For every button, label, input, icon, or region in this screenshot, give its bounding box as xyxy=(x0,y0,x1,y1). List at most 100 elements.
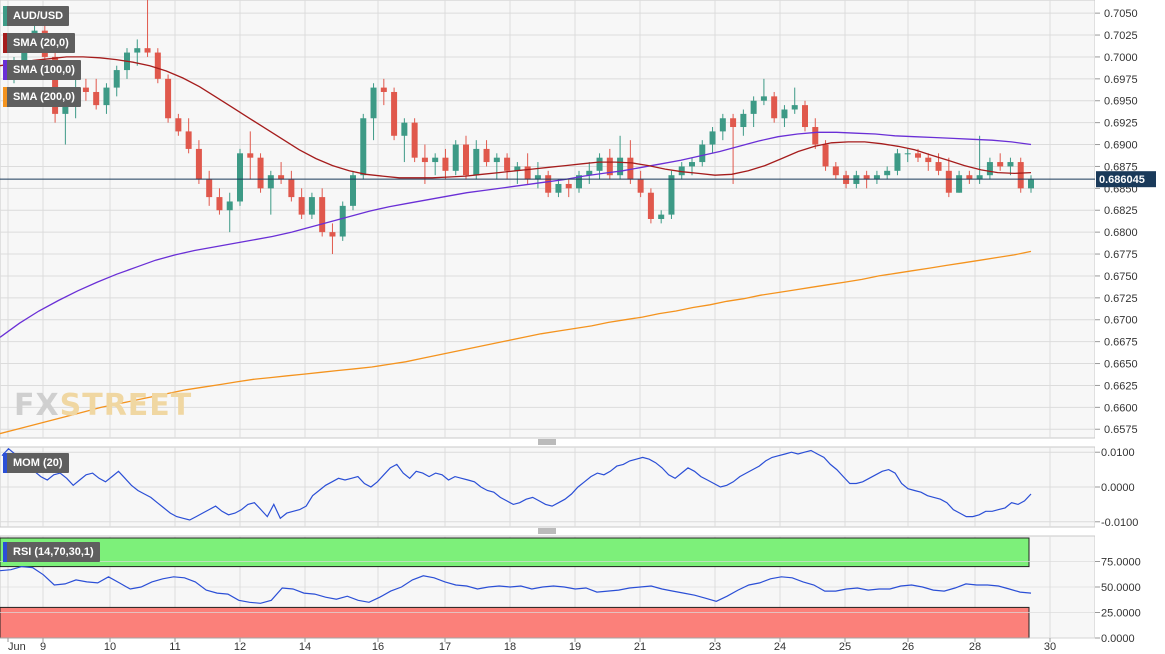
x-axis-label: 24 xyxy=(774,641,786,653)
candle-body xyxy=(576,175,582,189)
candle-body xyxy=(904,153,911,155)
candle-body xyxy=(319,197,326,233)
candle xyxy=(360,113,367,180)
x-axis-label: 21 xyxy=(634,641,646,653)
candle xyxy=(411,118,418,163)
candle xyxy=(565,179,572,198)
candle-body xyxy=(1007,162,1014,167)
candle-body xyxy=(647,192,654,219)
candle xyxy=(298,188,305,219)
sma200-line xyxy=(0,250,1032,435)
current-price-tag xyxy=(1096,171,1156,188)
rsi-axis-label: 0.0000 xyxy=(1101,633,1135,645)
candle xyxy=(216,188,223,215)
price-axis-label: 0.6900 xyxy=(1104,140,1138,152)
price-axis-label: 0.6800 xyxy=(1104,227,1138,239)
rsi-axis-label: 75.0000 xyxy=(1101,557,1141,569)
candle-body xyxy=(144,48,151,53)
price-axis-label: 0.7050 xyxy=(1104,8,1138,20)
candle-body xyxy=(740,113,747,128)
candle xyxy=(493,153,500,180)
candle-body xyxy=(781,109,788,119)
candle xyxy=(165,74,172,123)
price-axis-label: 0.6775 xyxy=(1104,249,1138,261)
x-axis-label: 19 xyxy=(569,641,581,653)
price-axis-label: 0.6875 xyxy=(1104,161,1138,173)
x-axis-label: 28 xyxy=(969,641,981,653)
candle xyxy=(668,170,675,219)
candle-body xyxy=(750,100,757,114)
candle xyxy=(586,162,593,184)
candle-body xyxy=(493,157,500,163)
candle xyxy=(237,148,243,206)
candle xyxy=(278,162,285,184)
sma100-line xyxy=(0,131,1032,338)
price-axis-label: 0.6700 xyxy=(1104,315,1138,327)
candle xyxy=(740,109,747,136)
candle xyxy=(473,140,480,180)
candle xyxy=(288,170,295,202)
candle xyxy=(966,170,973,184)
candle xyxy=(986,157,993,180)
candle xyxy=(1017,157,1024,193)
price-axis-label: 0.7000 xyxy=(1104,52,1138,64)
x-axis-label: 30 xyxy=(1044,641,1056,653)
candle xyxy=(463,135,469,180)
candle-body xyxy=(339,205,346,237)
candle xyxy=(134,39,141,66)
candle-body xyxy=(617,157,624,176)
price-axis-bg xyxy=(1095,0,1165,640)
candle xyxy=(1028,175,1034,193)
pane-separator xyxy=(0,528,1165,534)
candle xyxy=(442,148,449,180)
candle-body xyxy=(935,162,942,171)
candle-body xyxy=(760,96,767,101)
candle-body xyxy=(915,153,921,158)
candle xyxy=(997,153,1004,171)
candle xyxy=(308,192,315,219)
candle-body xyxy=(719,118,726,132)
candle-body xyxy=(442,157,449,171)
x-axis-label: 18 xyxy=(504,641,516,653)
candle-body xyxy=(288,179,295,198)
candle-body xyxy=(360,118,367,176)
candle-body xyxy=(863,175,870,180)
candle-body xyxy=(247,153,254,158)
candle-body xyxy=(267,175,274,189)
candle-body xyxy=(689,162,695,167)
candle xyxy=(185,118,192,154)
candle-body xyxy=(1017,162,1024,189)
candle-body xyxy=(678,166,685,176)
price-axis-label: 0.6925 xyxy=(1104,118,1138,130)
price-axis-label: 0.6750 xyxy=(1104,271,1138,283)
candle xyxy=(257,153,264,193)
candle-body xyxy=(534,175,541,180)
x-axis-label: 9 xyxy=(40,641,46,653)
price-axis-label: 0.6625 xyxy=(1104,380,1138,392)
candle xyxy=(760,78,767,106)
candle xyxy=(791,87,798,114)
candle xyxy=(945,157,952,198)
candle-body xyxy=(545,175,552,193)
candle xyxy=(832,162,839,180)
candle xyxy=(514,162,521,184)
candle-body xyxy=(586,170,593,176)
candle-body xyxy=(730,118,737,128)
candle-body xyxy=(370,87,377,119)
candle xyxy=(370,83,377,141)
candle-body xyxy=(627,157,634,180)
x-axis-label: 12 xyxy=(234,641,246,653)
candle xyxy=(606,148,613,180)
candle xyxy=(113,65,120,97)
candle xyxy=(555,179,562,198)
x-axis-label: 23 xyxy=(709,641,721,653)
candle-body xyxy=(504,157,511,171)
candle-body xyxy=(206,179,213,198)
candle xyxy=(781,105,788,128)
mom-axis-label: 0.0100 xyxy=(1101,447,1135,459)
candle xyxy=(247,131,254,180)
candle-body xyxy=(452,144,459,171)
legend-sma100: SMA (100,0) xyxy=(3,60,81,80)
mom-axis-label: -0.0100 xyxy=(1101,517,1138,529)
candle-body xyxy=(976,175,983,180)
